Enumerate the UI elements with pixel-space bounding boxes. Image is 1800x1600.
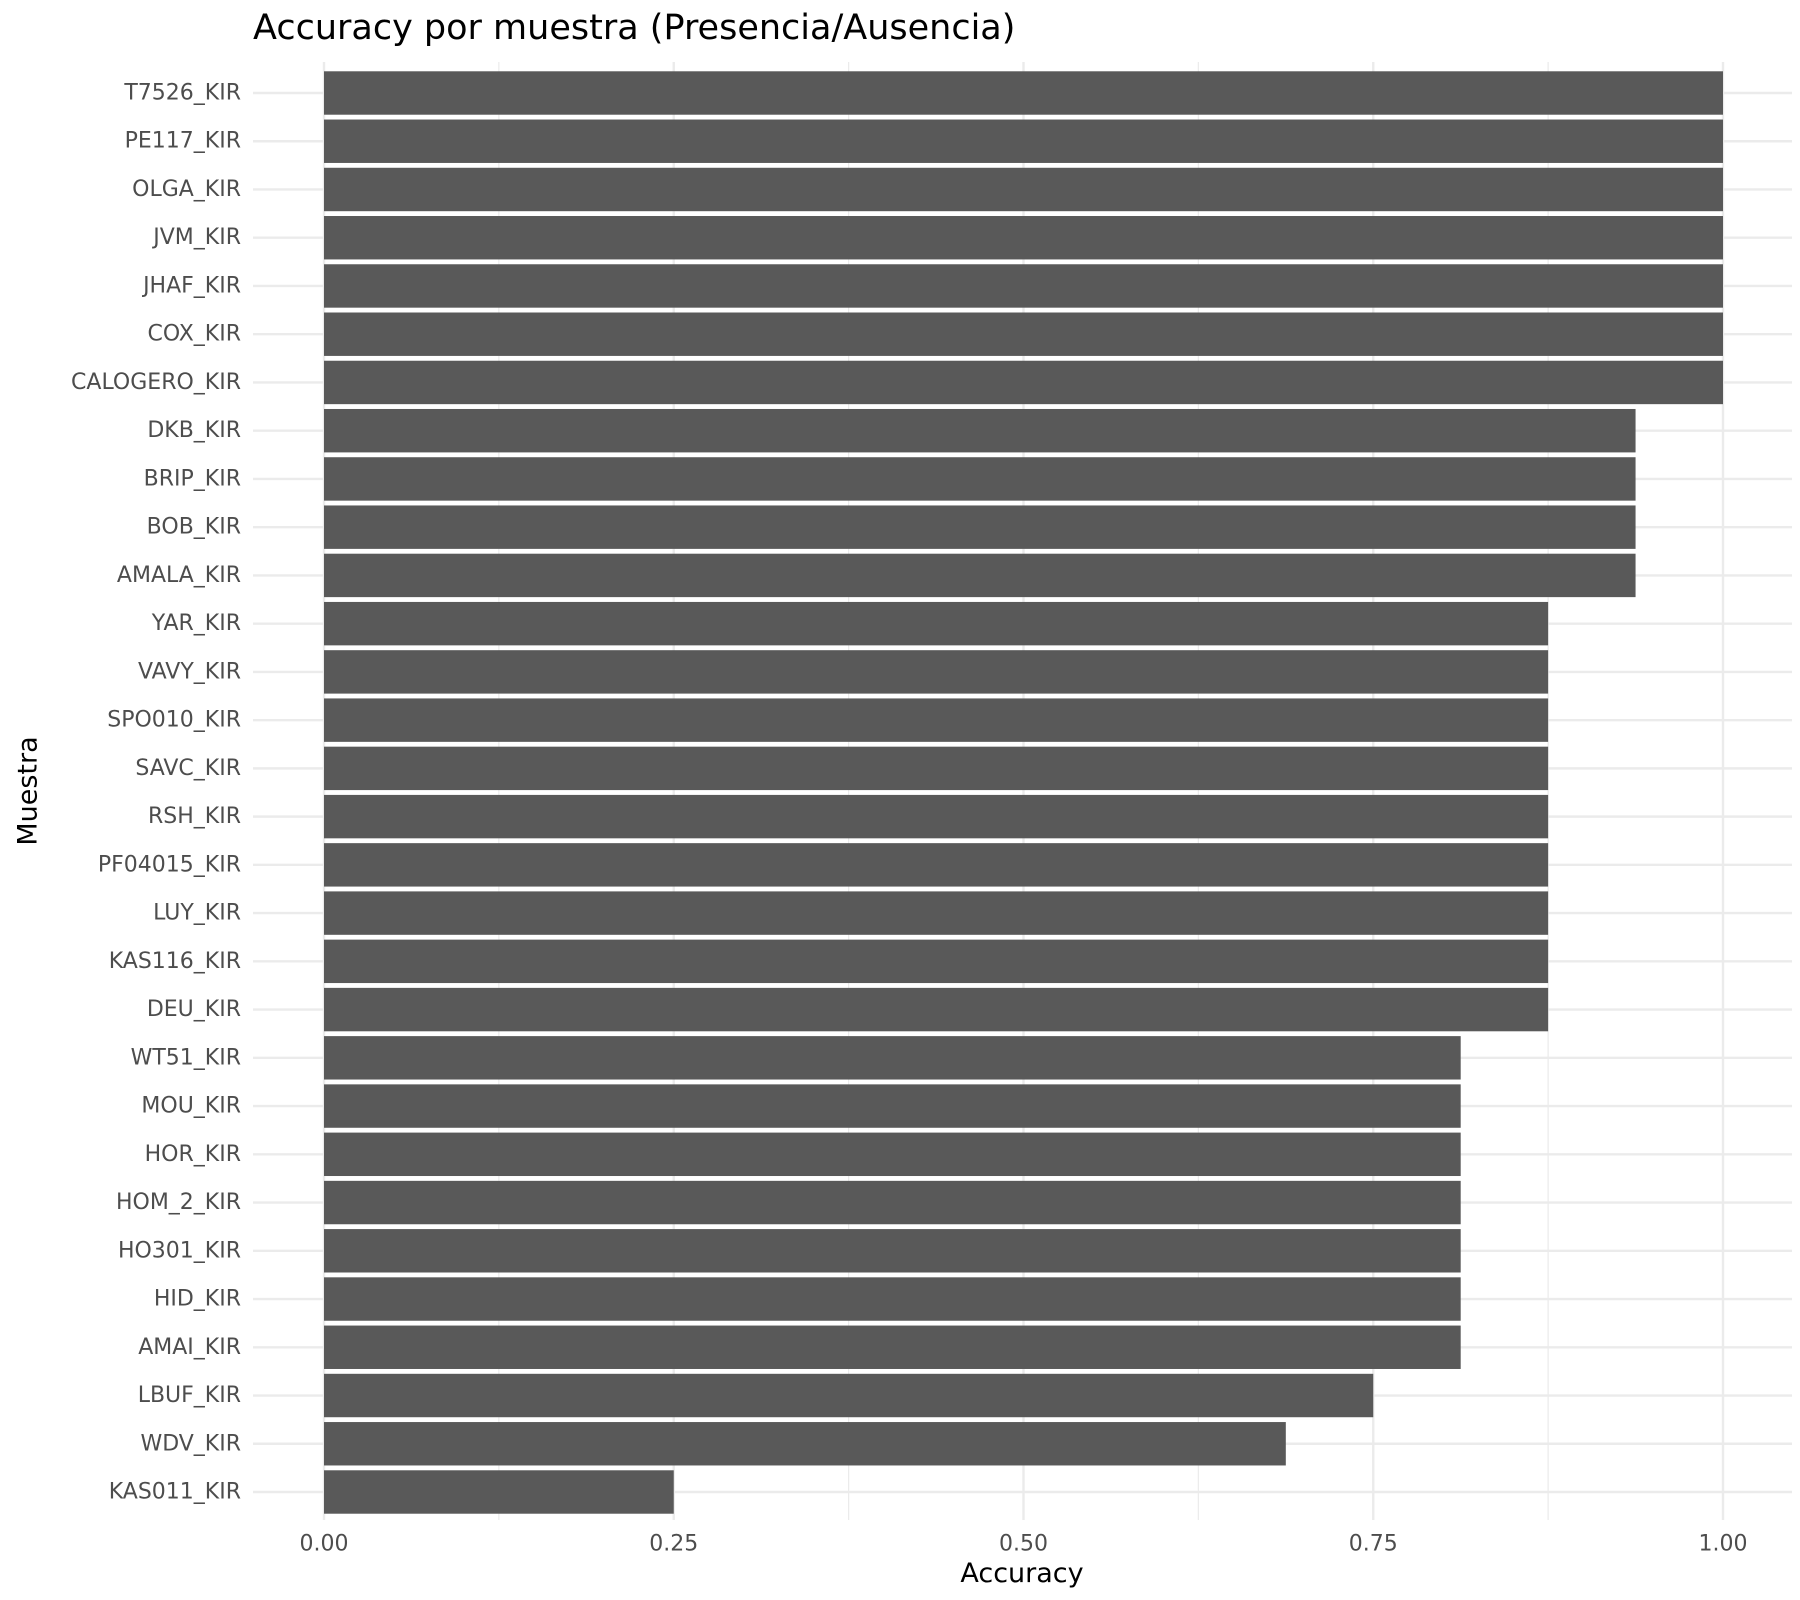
y-tick-label: VAVY_KIR [138, 659, 241, 684]
chart-title: Accuracy por muestra (Presencia/Ausencia… [253, 8, 1016, 48]
y-tick-label: PF04015_KIR [98, 852, 241, 877]
bar [324, 1180, 1461, 1225]
bar [324, 312, 1723, 356]
y-tick-label: DEU_KIR [147, 997, 241, 1022]
y-tick-label: MOU_KIR [141, 1094, 241, 1119]
bar [324, 408, 1636, 453]
y-tick-label: JHAF_KIR [141, 273, 241, 298]
y-tick-label: BRIP_KIR [144, 466, 241, 491]
x-tick-labels: 0.00 0.25 0.50 0.75 1.00 [300, 1532, 1748, 1557]
bar [324, 794, 1549, 839]
bar [324, 746, 1549, 791]
y-tick-label: JVM_KIR [151, 225, 241, 250]
y-tick-label: LBUF_KIR [138, 1383, 241, 1408]
x-axis-title: Accuracy [960, 1558, 1084, 1589]
y-tick-label: HO301_KIR [118, 1238, 241, 1263]
y-tick-label: HOM_2_KIR [116, 1190, 241, 1215]
bar [324, 650, 1549, 694]
y-tick-label: SPO010_KIR [107, 708, 241, 733]
x-tick-label: 1.00 [1699, 1532, 1748, 1557]
bar [324, 843, 1549, 887]
y-tick-label: COX_KIR [147, 322, 241, 347]
y-tick-label: YAR_KIR [151, 611, 241, 636]
y-tick-label: CALOGERO_KIR [71, 370, 241, 395]
bar [324, 1229, 1461, 1273]
y-tick-label: SAVC_KIR [135, 756, 241, 781]
bar [324, 457, 1636, 501]
bar [324, 1084, 1461, 1128]
y-tick-label: LUY_KIR [153, 901, 241, 926]
y-axis-title: Muestra [12, 736, 44, 846]
bar [324, 216, 1723, 260]
y-tick-label: DKB_KIR [147, 418, 241, 443]
y-tick-label: WT51_KIR [131, 1045, 241, 1070]
bar [324, 1373, 1374, 1418]
y-tick-label: PE117_KIR [125, 129, 241, 154]
y-tick-label: AMAI_KIR [138, 1335, 241, 1360]
y-tick-label: KAS011_KIR [109, 1480, 241, 1505]
bar [324, 119, 1723, 163]
bar [324, 553, 1636, 598]
bar [324, 505, 1636, 549]
bar [324, 601, 1549, 646]
bar [324, 167, 1723, 212]
bar [324, 1277, 1461, 1321]
y-tick-label: OLGA_KIR [132, 177, 241, 202]
bar [324, 939, 1549, 984]
x-tick-label: 0.25 [649, 1532, 698, 1557]
bar [324, 1036, 1461, 1080]
x-tick-label: 0.00 [300, 1532, 349, 1557]
bar [324, 71, 1723, 115]
y-tick-label: BOB_KIR [147, 515, 241, 540]
y-tick-label: T7526_KIR [123, 81, 241, 106]
bar [324, 891, 1549, 935]
x-tick-label: 0.75 [1349, 1532, 1398, 1557]
y-tick-label: HID_KIR [154, 1287, 241, 1312]
bar [324, 1132, 1461, 1177]
x-tick-label: 0.50 [999, 1532, 1048, 1557]
y-tick-labels: T7526_KIR PE117_KIR OLGA_KIR JVM_KIR JHAF_KI… [71, 81, 241, 1505]
bar [324, 1422, 1286, 1466]
bar [324, 987, 1549, 1032]
y-tick-label: WDV_KIR [140, 1431, 241, 1456]
y-tick-label: HOR_KIR [145, 1142, 241, 1167]
y-tick-label: AMALA_KIR [117, 563, 241, 588]
y-tick-label: RSH_KIR [148, 804, 241, 829]
y-tick-label: KAS116_KIR [109, 949, 241, 974]
bar [324, 1470, 674, 1514]
bar [324, 360, 1723, 405]
bars [324, 71, 1723, 1514]
bar [324, 264, 1723, 308]
bar [324, 1325, 1461, 1369]
bar [324, 698, 1549, 742]
